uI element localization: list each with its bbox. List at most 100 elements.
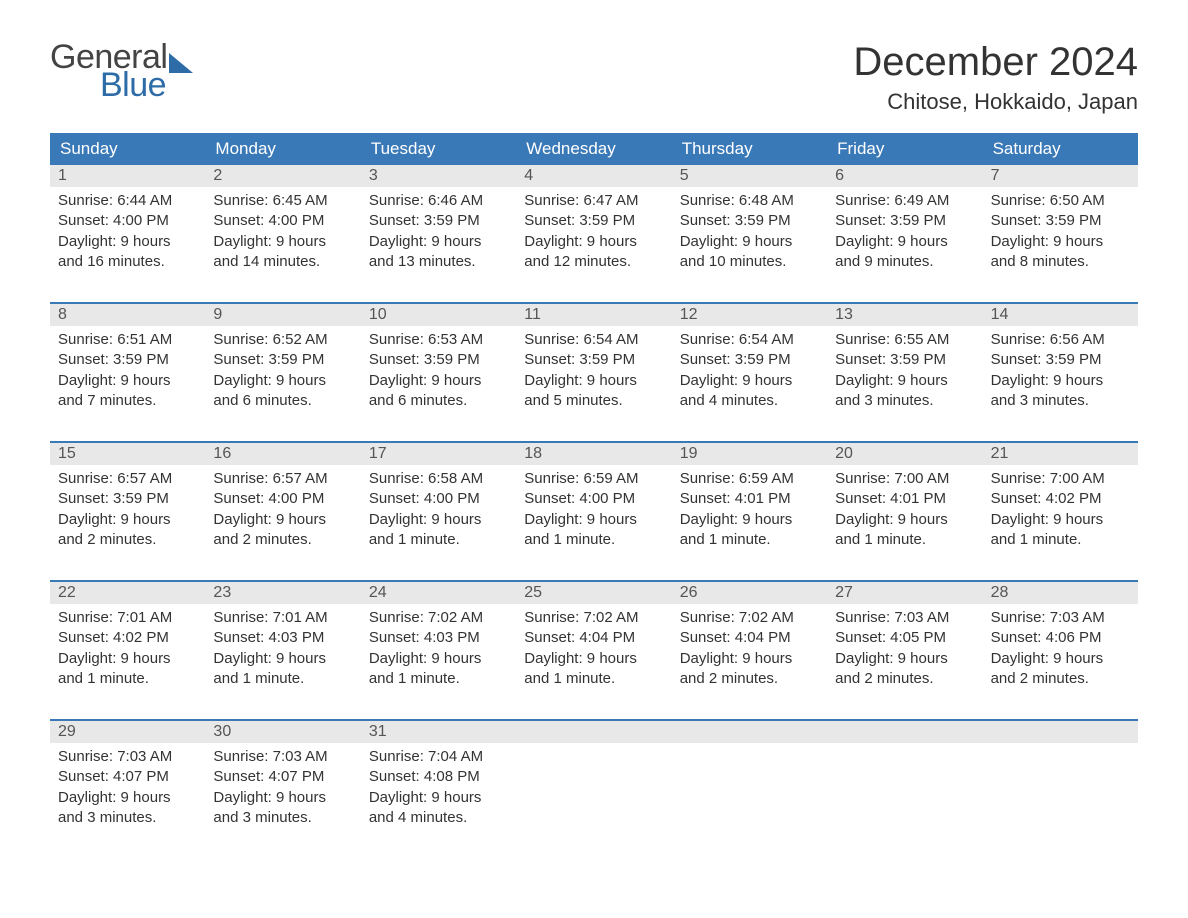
daylight-text-1: Daylight: 9 hours — [369, 510, 508, 530]
day-number: 25 — [516, 582, 671, 604]
day-cell: Sunrise: 6:58 AMSunset: 4:00 PMDaylight:… — [361, 465, 516, 568]
day-number: 20 — [827, 443, 982, 465]
daylight-text-1: Daylight: 9 hours — [213, 649, 352, 669]
sunrise-text: Sunrise: 6:51 AM — [58, 330, 197, 350]
day-number: 12 — [672, 304, 827, 326]
sunset-text: Sunset: 4:05 PM — [835, 628, 974, 648]
daylight-text-2: and 7 minutes. — [58, 391, 197, 411]
day-header-tue: Tuesday — [361, 133, 516, 165]
day-number: 17 — [361, 443, 516, 465]
day-number: 21 — [983, 443, 1138, 465]
sunrise-text: Sunrise: 7:02 AM — [680, 608, 819, 628]
day-cell: Sunrise: 6:57 AMSunset: 3:59 PMDaylight:… — [50, 465, 205, 568]
daynum-row: 22232425262728 — [50, 582, 1138, 604]
sunset-text: Sunset: 4:07 PM — [58, 767, 197, 787]
day-header-mon: Monday — [205, 133, 360, 165]
logo-text-blue: Blue — [100, 68, 166, 102]
daylight-text-1: Daylight: 9 hours — [369, 371, 508, 391]
daylight-text-2: and 12 minutes. — [524, 252, 663, 272]
day-cell — [983, 743, 1138, 846]
sunrise-text: Sunrise: 7:00 AM — [835, 469, 974, 489]
daylight-text-1: Daylight: 9 hours — [680, 232, 819, 252]
daylight-text-2: and 9 minutes. — [835, 252, 974, 272]
daylight-text-1: Daylight: 9 hours — [991, 649, 1130, 669]
sunset-text: Sunset: 3:59 PM — [835, 211, 974, 231]
sunrise-text: Sunrise: 6:55 AM — [835, 330, 974, 350]
daylight-text-1: Daylight: 9 hours — [680, 649, 819, 669]
sunrise-text: Sunrise: 6:59 AM — [524, 469, 663, 489]
daylight-text-1: Daylight: 9 hours — [991, 510, 1130, 530]
day-cell — [516, 743, 671, 846]
day-cell: Sunrise: 6:45 AMSunset: 4:00 PMDaylight:… — [205, 187, 360, 290]
daylight-text-1: Daylight: 9 hours — [58, 371, 197, 391]
sunset-text: Sunset: 4:03 PM — [369, 628, 508, 648]
day-number: 1 — [50, 165, 205, 187]
daylight-text-1: Daylight: 9 hours — [58, 232, 197, 252]
sunset-text: Sunset: 4:00 PM — [524, 489, 663, 509]
day-cell: Sunrise: 7:04 AMSunset: 4:08 PMDaylight:… — [361, 743, 516, 846]
daylight-text-2: and 4 minutes. — [369, 808, 508, 828]
sunrise-text: Sunrise: 6:58 AM — [369, 469, 508, 489]
daylight-text-1: Daylight: 9 hours — [369, 649, 508, 669]
day-cell: Sunrise: 6:51 AMSunset: 3:59 PMDaylight:… — [50, 326, 205, 429]
day-cell: Sunrise: 7:03 AMSunset: 4:05 PMDaylight:… — [827, 604, 982, 707]
location-label: Chitose, Hokkaido, Japan — [853, 89, 1138, 115]
daylight-text-2: and 1 minute. — [369, 669, 508, 689]
sunset-text: Sunset: 4:02 PM — [58, 628, 197, 648]
daylight-text-1: Daylight: 9 hours — [835, 232, 974, 252]
daylight-text-1: Daylight: 9 hours — [369, 232, 508, 252]
sunrise-text: Sunrise: 7:01 AM — [213, 608, 352, 628]
day-number: 31 — [361, 721, 516, 743]
sunrise-text: Sunrise: 6:46 AM — [369, 191, 508, 211]
daylight-text-2: and 10 minutes. — [680, 252, 819, 272]
sunset-text: Sunset: 3:59 PM — [680, 211, 819, 231]
sunset-text: Sunset: 3:59 PM — [991, 350, 1130, 370]
logo-sail-icon — [169, 53, 193, 73]
day-cell: Sunrise: 6:59 AMSunset: 4:01 PMDaylight:… — [672, 465, 827, 568]
sunrise-text: Sunrise: 7:03 AM — [58, 747, 197, 767]
day-number: 18 — [516, 443, 671, 465]
day-number: 19 — [672, 443, 827, 465]
day-cell: Sunrise: 6:52 AMSunset: 3:59 PMDaylight:… — [205, 326, 360, 429]
day-cell: Sunrise: 7:02 AMSunset: 4:03 PMDaylight:… — [361, 604, 516, 707]
daylight-text-1: Daylight: 9 hours — [58, 510, 197, 530]
sunrise-text: Sunrise: 7:03 AM — [213, 747, 352, 767]
daylight-text-1: Daylight: 9 hours — [524, 510, 663, 530]
sunset-text: Sunset: 4:02 PM — [991, 489, 1130, 509]
daylight-text-2: and 8 minutes. — [991, 252, 1130, 272]
day-cell: Sunrise: 6:46 AMSunset: 3:59 PMDaylight:… — [361, 187, 516, 290]
day-cell: Sunrise: 6:59 AMSunset: 4:00 PMDaylight:… — [516, 465, 671, 568]
sunset-text: Sunset: 3:59 PM — [58, 350, 197, 370]
sunrise-text: Sunrise: 7:03 AM — [991, 608, 1130, 628]
content-row: Sunrise: 6:57 AMSunset: 3:59 PMDaylight:… — [50, 465, 1138, 568]
sunrise-text: Sunrise: 6:54 AM — [524, 330, 663, 350]
day-cell: Sunrise: 7:00 AMSunset: 4:02 PMDaylight:… — [983, 465, 1138, 568]
content-row: Sunrise: 6:51 AMSunset: 3:59 PMDaylight:… — [50, 326, 1138, 429]
daylight-text-2: and 1 minute. — [58, 669, 197, 689]
daylight-text-2: and 14 minutes. — [213, 252, 352, 272]
daylight-text-1: Daylight: 9 hours — [835, 649, 974, 669]
daylight-text-1: Daylight: 9 hours — [524, 232, 663, 252]
day-cell: Sunrise: 6:49 AMSunset: 3:59 PMDaylight:… — [827, 187, 982, 290]
day-number: 3 — [361, 165, 516, 187]
daylight-text-2: and 5 minutes. — [524, 391, 663, 411]
sunset-text: Sunset: 4:00 PM — [58, 211, 197, 231]
day-header-fri: Friday — [827, 133, 982, 165]
daylight-text-2: and 1 minute. — [524, 669, 663, 689]
day-number — [516, 721, 671, 743]
day-number: 30 — [205, 721, 360, 743]
daylight-text-1: Daylight: 9 hours — [213, 232, 352, 252]
sunrise-text: Sunrise: 6:54 AM — [680, 330, 819, 350]
content-row: Sunrise: 7:03 AMSunset: 4:07 PMDaylight:… — [50, 743, 1138, 846]
sunset-text: Sunset: 3:59 PM — [680, 350, 819, 370]
day-cell — [672, 743, 827, 846]
daylight-text-1: Daylight: 9 hours — [524, 649, 663, 669]
daylight-text-2: and 1 minute. — [369, 530, 508, 550]
sunset-text: Sunset: 3:59 PM — [835, 350, 974, 370]
day-cell: Sunrise: 7:02 AMSunset: 4:04 PMDaylight:… — [516, 604, 671, 707]
daylight-text-1: Daylight: 9 hours — [835, 371, 974, 391]
day-number: 6 — [827, 165, 982, 187]
day-cell: Sunrise: 7:01 AMSunset: 4:03 PMDaylight:… — [205, 604, 360, 707]
day-number — [983, 721, 1138, 743]
daylight-text-2: and 3 minutes. — [58, 808, 197, 828]
